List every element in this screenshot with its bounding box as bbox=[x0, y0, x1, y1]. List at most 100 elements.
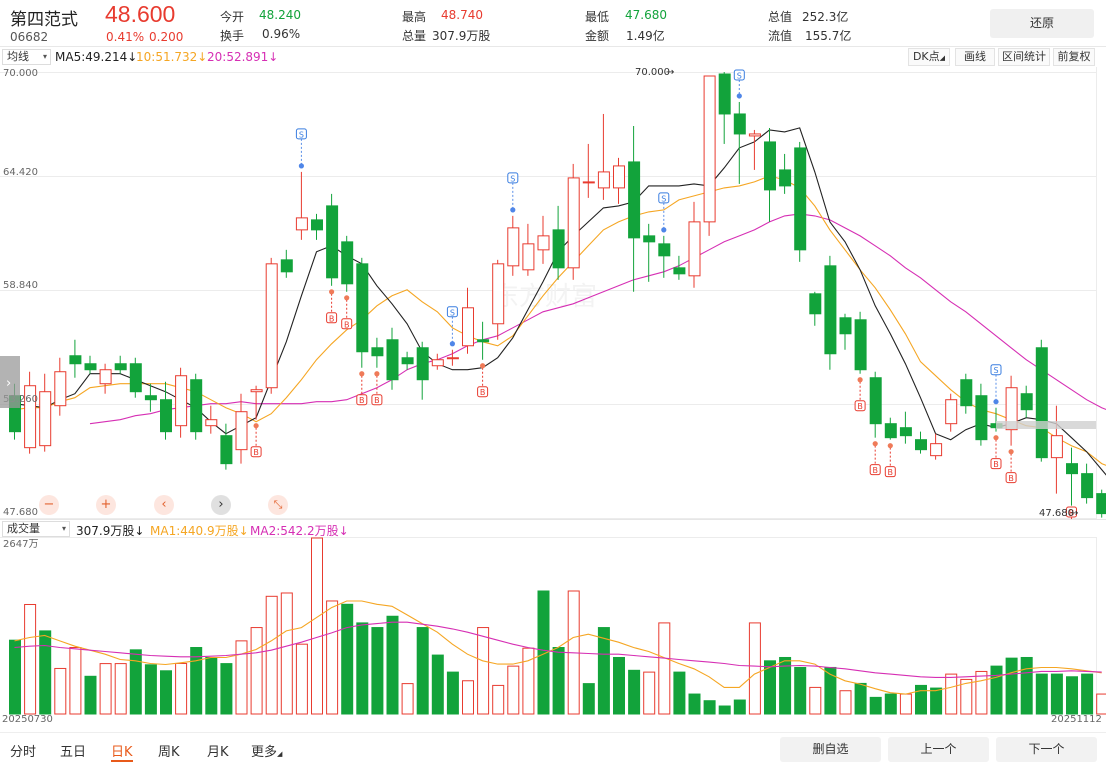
stat-value-turnover: 0.96% bbox=[262, 27, 301, 41]
corner-triangle-icon: ◢ bbox=[277, 750, 283, 758]
buy-dot bbox=[993, 435, 999, 441]
svg-text:B: B bbox=[1008, 474, 1014, 483]
buy-marker[interactable]: B bbox=[854, 400, 866, 412]
ma20-value: 20:52.891↓ bbox=[207, 50, 279, 64]
indicator-select[interactable]: 成交量 ▾ bbox=[2, 521, 70, 537]
tab-more-label: 更多 bbox=[251, 745, 278, 760]
tab-weekly-k[interactable]: 周K bbox=[158, 745, 180, 760]
volume-bar bbox=[175, 662, 188, 715]
tab-daily-k[interactable]: 日K bbox=[111, 741, 133, 762]
dk-point-button[interactable]: DK点◢ bbox=[908, 48, 950, 66]
tab-five-day[interactable]: 五日 bbox=[60, 745, 87, 760]
candles bbox=[9, 72, 1106, 518]
buy-marker[interactable]: B bbox=[1066, 506, 1077, 518]
volume-bar bbox=[990, 665, 1003, 715]
volume-chart[interactable]: 2647万 20250730 bbox=[0, 537, 1106, 715]
stat-value-low: 47.680 bbox=[625, 8, 667, 22]
chevron-right-icon: › bbox=[218, 497, 224, 512]
candle bbox=[220, 423, 233, 470]
sell-marker[interactable]: S bbox=[295, 128, 307, 140]
candle bbox=[144, 383, 157, 412]
ma-lines bbox=[14, 127, 1106, 476]
buy-marker[interactable]: B bbox=[477, 386, 489, 398]
ma-select[interactable]: 均线 ▾ bbox=[2, 49, 51, 65]
sell-marker[interactable]: S bbox=[990, 364, 1002, 376]
volume-bar bbox=[582, 683, 595, 715]
tab-more[interactable]: 更多◢ bbox=[251, 741, 282, 760]
sell-marker[interactable]: S bbox=[446, 306, 458, 318]
candle bbox=[250, 385, 263, 420]
buy-marker[interactable]: B bbox=[371, 394, 383, 406]
price-band bbox=[996, 421, 1096, 429]
sell-marker[interactable]: S bbox=[507, 172, 519, 184]
stat-label-total-cap: 总值 bbox=[768, 10, 793, 24]
buy-dot bbox=[1008, 449, 1014, 455]
last-price: 48.600 bbox=[105, 1, 176, 27]
scroll-right-button[interactable]: › bbox=[211, 495, 231, 515]
sell-dot bbox=[510, 207, 516, 213]
tab-monthly-k[interactable]: 月K bbox=[207, 745, 229, 760]
candle bbox=[190, 373, 203, 440]
volume-bar bbox=[809, 686, 822, 715]
volume-bar bbox=[492, 684, 505, 715]
sell-marker[interactable]: S bbox=[658, 192, 670, 204]
svg-text:B: B bbox=[359, 396, 365, 405]
buy-dot bbox=[374, 371, 380, 377]
buy-marker[interactable]: B bbox=[341, 318, 353, 330]
buy-marker[interactable]: B bbox=[326, 312, 338, 324]
volume-bar bbox=[477, 627, 490, 715]
candle bbox=[1005, 375, 1018, 446]
stat-label-low: 最低 bbox=[585, 10, 610, 24]
svg-text:B: B bbox=[857, 402, 863, 411]
candle bbox=[854, 311, 867, 374]
svg-text:B: B bbox=[374, 396, 380, 405]
volume-bar bbox=[54, 667, 67, 715]
candle bbox=[295, 171, 308, 240]
buy-marker[interactable]: B bbox=[990, 458, 1002, 470]
candle bbox=[386, 327, 399, 390]
zoom-out-button[interactable]: − bbox=[39, 495, 59, 515]
svg-text:B: B bbox=[888, 468, 894, 477]
candle bbox=[1050, 405, 1063, 494]
sell-marker[interactable]: S bbox=[733, 69, 745, 81]
scroll-left-button[interactable]: ‹ bbox=[154, 495, 174, 515]
candle bbox=[975, 383, 988, 446]
volume-bar bbox=[356, 622, 369, 715]
ma10-value: 10:51.732↓ bbox=[136, 50, 208, 64]
volume-bar bbox=[1096, 693, 1106, 715]
candle bbox=[809, 291, 822, 326]
restore-button[interactable]: 还原 bbox=[990, 9, 1094, 38]
volume-bar bbox=[326, 600, 339, 715]
svg-text:S: S bbox=[737, 72, 742, 81]
volume-bar bbox=[552, 647, 565, 715]
interval-stats-button[interactable]: 区间统计 bbox=[998, 48, 1050, 66]
quote-header: 第四范式 48.600 06682 0.41% 0.200 今开 48.240 … bbox=[0, 0, 1106, 46]
zoom-in-button[interactable]: + bbox=[96, 495, 116, 515]
candle bbox=[265, 257, 278, 394]
tab-intraday[interactable]: 分时 bbox=[10, 745, 37, 760]
buy-marker[interactable]: B bbox=[1005, 472, 1017, 484]
buy-marker[interactable]: B bbox=[356, 394, 368, 406]
svg-text:S: S bbox=[661, 194, 666, 203]
buy-marker[interactable]: B bbox=[250, 446, 262, 458]
collapse-handle[interactable] bbox=[0, 356, 20, 408]
remove-watchlist-button[interactable]: 删自选 bbox=[780, 737, 881, 762]
candle bbox=[311, 213, 323, 240]
previous-button[interactable]: 上一个 bbox=[888, 737, 989, 762]
change-amount: 0.200 bbox=[149, 30, 184, 44]
candle bbox=[930, 433, 943, 460]
volume-toolbar: 成交量 ▾ 307.9万股↓ MA1:440.9万股↓ MA2:542.2万股↓ bbox=[0, 519, 1106, 538]
volume-bar bbox=[930, 687, 943, 715]
candle bbox=[945, 393, 958, 432]
reset-zoom-button[interactable]: ⤡ bbox=[268, 495, 288, 515]
candle bbox=[613, 157, 625, 204]
buy-marker[interactable]: B bbox=[869, 464, 881, 476]
next-button[interactable]: 下一个 bbox=[996, 737, 1097, 762]
forward-adjust-button[interactable]: 前复权 bbox=[1053, 48, 1095, 66]
buy-marker[interactable]: B bbox=[884, 466, 896, 478]
start-date: 20250730 bbox=[2, 714, 53, 725]
draw-line-button[interactable]: 画线 bbox=[955, 48, 995, 66]
shrink-arrows-icon: ⤡ bbox=[273, 498, 283, 511]
candle bbox=[446, 349, 459, 366]
